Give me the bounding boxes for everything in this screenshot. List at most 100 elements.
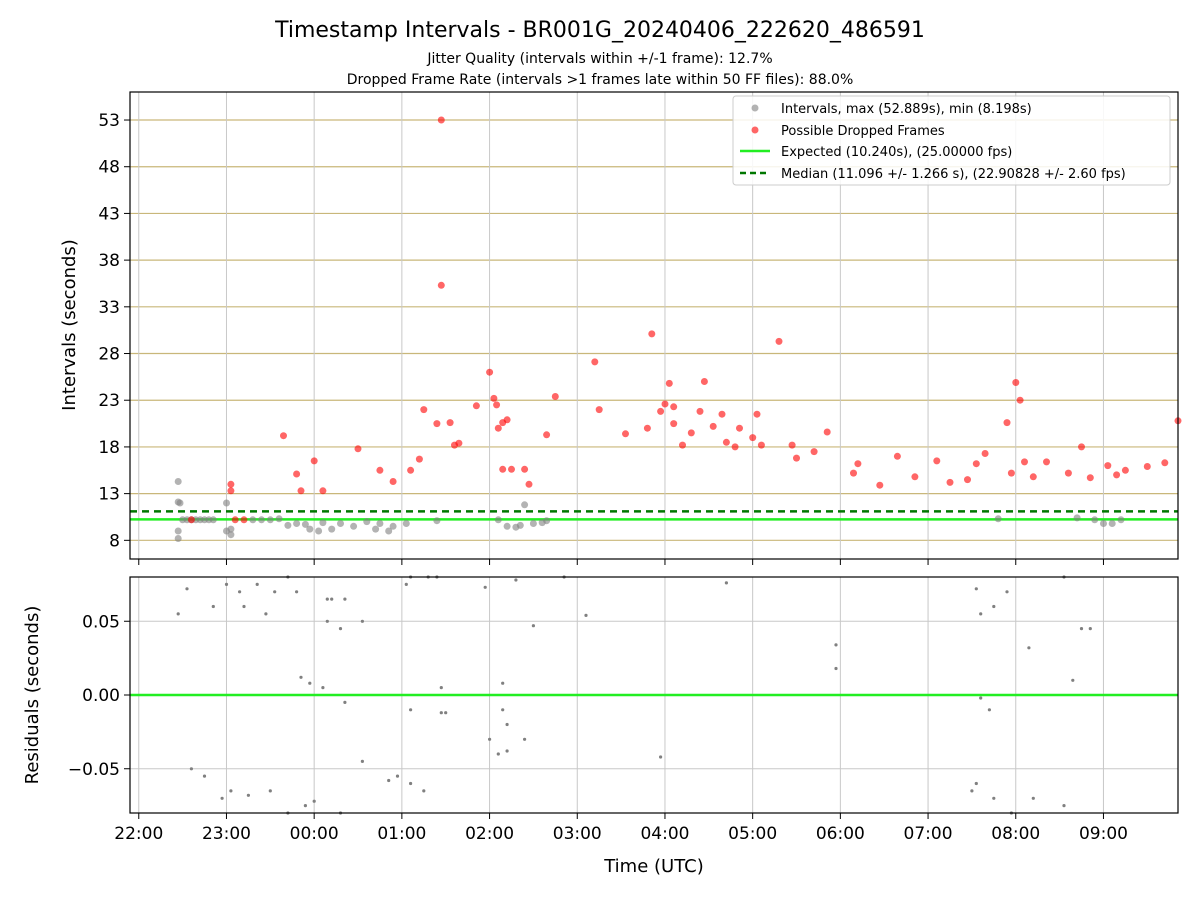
residual-point	[501, 708, 505, 712]
residual-point	[246, 793, 250, 797]
residual-point	[255, 582, 259, 587]
dropped-frame-point	[1121, 466, 1129, 474]
x-axis-label: Time (UTC)	[603, 856, 704, 877]
intervals-y-ticks: 8 13 18 23 28 33 38 43 48 53	[98, 111, 130, 551]
dropped-frame-point	[972, 460, 980, 468]
residual-point	[724, 581, 729, 585]
dropped-frame-point	[551, 393, 559, 400]
dropped-frame-point	[494, 424, 502, 432]
residual-point	[409, 781, 413, 786]
x-tick-label: 04:00	[640, 824, 689, 844]
interval-point	[402, 520, 410, 527]
interval-point	[176, 499, 184, 507]
dropped-frame-point	[665, 379, 673, 387]
residual-point	[834, 666, 838, 671]
residual-point	[409, 708, 413, 712]
dropped-frame-point	[415, 455, 423, 463]
interval-point	[521, 501, 529, 509]
dropped-frame-point	[911, 473, 919, 481]
dropped-frame-point	[437, 116, 445, 124]
dropped-frame-point	[493, 401, 501, 409]
dropped-frame-point	[591, 358, 599, 366]
residual-point	[1071, 678, 1075, 682]
interval-point	[503, 522, 511, 530]
residual-point	[987, 708, 992, 712]
residual-point	[224, 582, 229, 587]
dropped-frame-point	[1078, 443, 1085, 451]
dropped-frame-point	[946, 478, 954, 486]
legend-dropped-marker	[751, 126, 759, 134]
dropped-frame-point	[1021, 458, 1028, 466]
residual-point	[1062, 804, 1066, 808]
intervals-y-tick-label: 28	[98, 345, 120, 365]
dropped-frame-point	[508, 465, 515, 473]
dropped-frame-point	[280, 432, 287, 440]
intervals-y-tick-label: 33	[98, 298, 120, 318]
residual-point	[273, 590, 277, 594]
intervals-y-tick-label: 48	[98, 158, 120, 178]
x-tick-label: 05:00	[728, 824, 777, 844]
interval-point	[1117, 516, 1125, 524]
dropped-frame-point	[1029, 473, 1037, 481]
residual-point	[338, 627, 343, 631]
dropped-frame-point	[310, 457, 318, 465]
dropped-frame-point	[389, 478, 397, 485]
dropped-frame-point	[709, 422, 717, 430]
dropped-frame-point	[490, 394, 498, 402]
residual-point	[220, 796, 224, 800]
dropped-frame-point	[893, 452, 901, 460]
x-tick-label: 23:00	[202, 824, 251, 844]
x-tick-label: 03:00	[553, 824, 602, 844]
interval-point	[1108, 520, 1116, 527]
residual-point	[1027, 646, 1031, 650]
dropped-frame-point	[687, 429, 695, 437]
dropped-frame-point	[376, 466, 384, 474]
dropped-frame-point	[876, 481, 884, 489]
dropped-frame-point	[670, 420, 678, 428]
intervals-plot-frame	[129, 91, 1179, 560]
residuals-y-tick-label: −0.05	[68, 760, 120, 780]
residual-point	[299, 675, 303, 679]
residuals-points	[176, 575, 1092, 815]
residual-point	[970, 789, 974, 793]
dropped-frame-point	[1012, 379, 1020, 386]
dropped-frame-point	[446, 419, 454, 427]
residual-point	[242, 604, 246, 609]
dropped-frame-point	[486, 368, 494, 376]
interval-point	[306, 525, 314, 533]
dropped-frame-point	[1086, 474, 1094, 482]
dropped-frame-point	[543, 431, 551, 439]
residual-point	[444, 711, 448, 715]
dropped-frame-point	[1104, 462, 1112, 470]
residual-point	[325, 619, 329, 623]
interval-point	[494, 516, 502, 524]
residuals-y-tick-label: 0.00	[82, 686, 120, 706]
legend-dropped-label: Possible Dropped Frames	[781, 124, 945, 139]
residual-point	[387, 778, 391, 783]
interval-point	[319, 519, 327, 527]
residual-point	[268, 789, 272, 793]
residual-point	[505, 749, 509, 753]
dropped-frame-point	[722, 438, 730, 446]
residual-point	[360, 619, 364, 623]
intervals-y-tick-label: 43	[98, 204, 120, 224]
dropped-frame-point	[227, 487, 235, 495]
dropped-frame-point	[319, 487, 327, 495]
dropped-frame-point	[661, 400, 669, 408]
dropped-frame-point	[643, 424, 651, 432]
legend-box	[732, 95, 1171, 186]
dropped-frame-point	[472, 402, 480, 410]
interval-point	[350, 522, 358, 530]
dropped-frame-point	[354, 445, 362, 453]
dropped-frame-point	[1143, 463, 1151, 470]
interval-point	[1073, 514, 1081, 522]
intervals-y-tick-label: 38	[98, 251, 120, 271]
interval-point	[516, 521, 524, 529]
dropped-frame-point	[753, 410, 761, 418]
chart-subtitle-dropped: Dropped Frame Rate (intervals >1 frames …	[347, 72, 854, 88]
residual-point	[202, 774, 207, 778]
dropped-frame-point	[1064, 469, 1072, 477]
residual-point	[330, 597, 334, 601]
dropped-frame-point	[700, 378, 708, 385]
